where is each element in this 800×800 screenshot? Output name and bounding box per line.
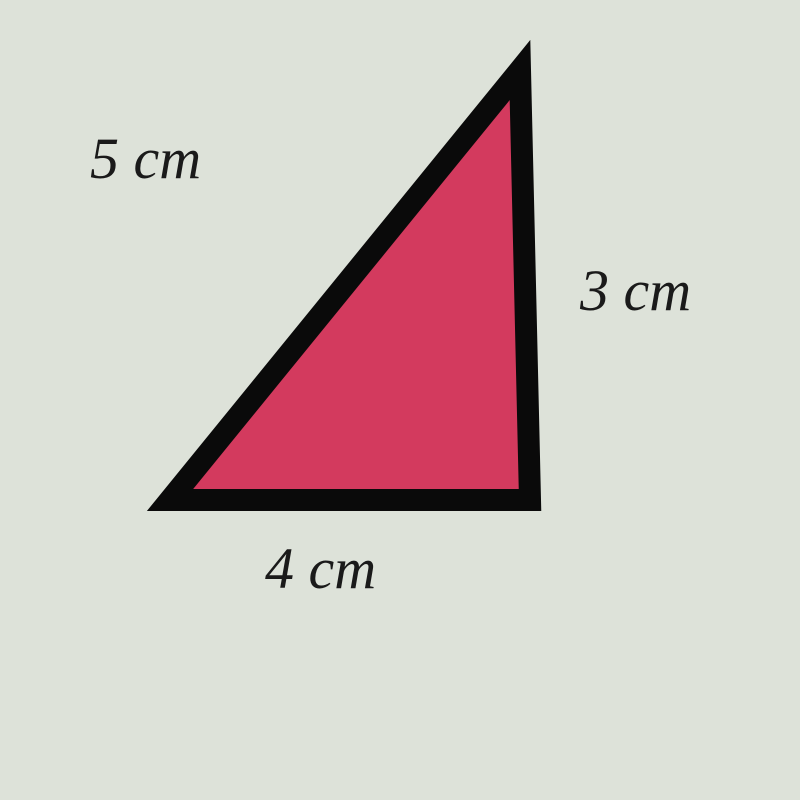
base-label: 4 cm [265,535,376,602]
diagram-container: 5 cm 3 cm 4 cm [0,0,800,800]
triangle-shape [0,0,800,800]
hypotenuse-label: 5 cm [90,125,201,192]
right-triangle [170,70,530,500]
right-side-label: 3 cm [580,257,691,324]
